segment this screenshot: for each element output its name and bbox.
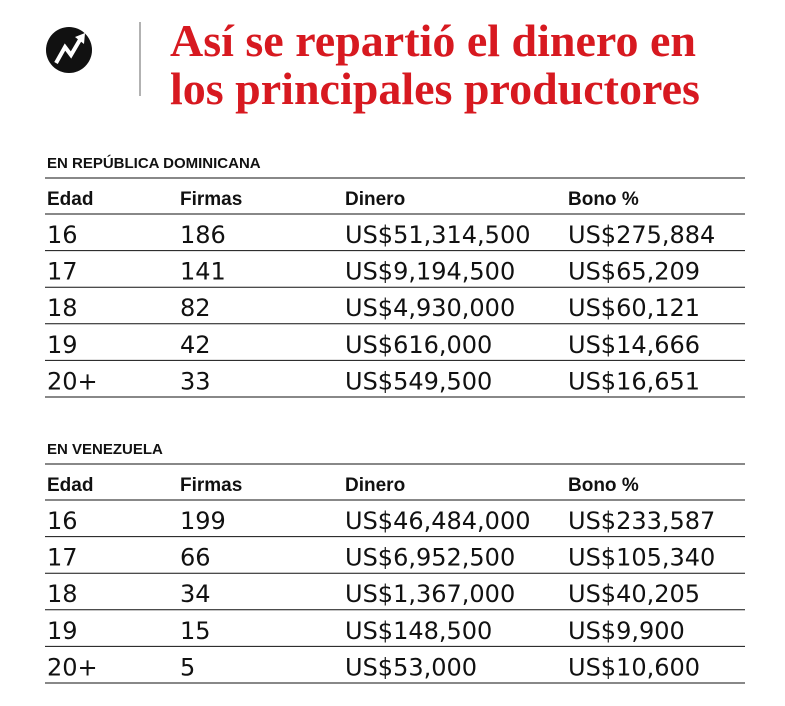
column-header: Dinero	[345, 475, 405, 496]
table-cell: US$6,952,500	[345, 544, 515, 572]
column-header: Bono %	[568, 189, 639, 210]
table-cell: 141	[180, 258, 226, 286]
column-header: Firmas	[180, 189, 242, 210]
table-cell: 20+	[47, 653, 98, 681]
table-cell: US$105,340	[568, 544, 715, 572]
table-cell: US$1,367,000	[345, 580, 515, 608]
table-cell: 15	[180, 617, 211, 645]
logo-icon	[46, 27, 92, 73]
column-header: Edad	[47, 475, 93, 496]
table-cell: US$616,000	[345, 331, 492, 359]
table-cell: 18	[47, 580, 78, 608]
column-header: Edad	[47, 189, 93, 210]
table-cell: 34	[180, 580, 211, 608]
table-cell: 17	[47, 258, 78, 286]
table-cell: US$10,600	[568, 653, 700, 681]
table-cell: 20+	[47, 367, 98, 395]
table-cell: US$40,205	[568, 580, 700, 608]
column-header: Firmas	[180, 475, 242, 496]
table-cell: US$9,900	[568, 617, 685, 645]
table-cell: 16	[47, 221, 78, 249]
table-cell: 19	[47, 331, 78, 359]
table-cell: 33	[180, 367, 211, 395]
table-cell: US$549,500	[345, 367, 492, 395]
table-cell: US$14,666	[568, 331, 700, 359]
title-line: Así se repartió el dinero en	[170, 15, 696, 66]
table-cell: US$9,194,500	[345, 258, 515, 286]
table-cell: 66	[180, 544, 211, 572]
table-cell: US$53,000	[345, 653, 477, 681]
column-header: Dinero	[345, 189, 405, 210]
table-cell: US$233,587	[568, 507, 715, 535]
table-cell: US$4,930,000	[345, 294, 515, 322]
table-cell: US$51,314,500	[345, 221, 530, 249]
table-cell: US$46,484,000	[345, 507, 530, 535]
title-line: los principales productores	[170, 63, 700, 114]
table-cell: 82	[180, 294, 211, 322]
table-cell: US$65,209	[568, 258, 700, 286]
table-cell: US$60,121	[568, 294, 700, 322]
section-label: EN VENEZUELA	[47, 441, 163, 458]
table-cell: 16	[47, 507, 78, 535]
table-cell: 19	[47, 617, 78, 645]
table-cell: 18	[47, 294, 78, 322]
table-cell: US$16,651	[568, 367, 700, 395]
table-cell: 5	[180, 653, 195, 681]
table-cell: US$148,500	[345, 617, 492, 645]
table-cell: US$275,884	[568, 221, 715, 249]
table-cell: 199	[180, 507, 226, 535]
section-label: EN REPÚBLICA DOMINICANA	[47, 154, 261, 172]
table-cell: 17	[47, 544, 78, 572]
table-cell: 186	[180, 221, 226, 249]
column-header: Bono %	[568, 475, 639, 496]
table-cell: 42	[180, 331, 211, 359]
